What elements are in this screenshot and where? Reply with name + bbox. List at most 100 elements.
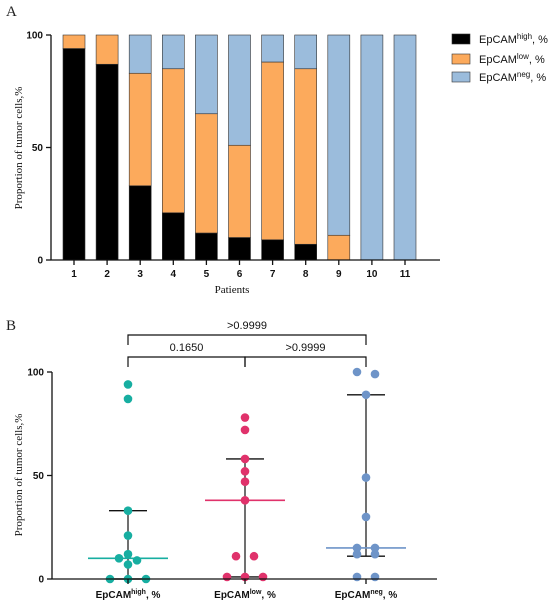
scatter-points [105,367,380,584]
data-point-neg [361,512,371,522]
data-point-neg [352,549,362,559]
comparison-bracket-0-2 [127,334,367,345]
panel-b-letter: B [6,318,16,334]
legend-item-high: EpCAMhigh, % [451,32,548,46]
bar-stack-group [62,34,417,261]
panel-a-letter: A [6,4,17,20]
bar-segment-low-patient-6 [228,144,251,238]
b-y-ticks: 0 50 100 [27,368,52,586]
bar-segment-neg-patient-6 [228,34,251,146]
legend-swatch-high [451,33,471,45]
a-x-tick-label: 10 [366,269,378,280]
bar-segment-neg-patient-7 [261,34,284,63]
comparison-bracket-1-2 [244,356,367,367]
a-x-tick-label: 7 [270,269,276,280]
a-x-tick-label: 6 [237,269,243,280]
data-point-low [258,572,268,582]
data-point-neg [370,549,380,559]
comparison-p-value-0-2: >0.9999 [227,320,267,332]
bar-segment-high-patient-1 [62,48,86,261]
b-x-tick-label-high: EpCAMhigh, % [96,589,161,601]
data-point-neg [361,390,371,400]
bar-segment-neg-patient-10 [360,34,384,261]
bar-segment-low-patient-9 [327,234,351,261]
bar-segment-high-patient-7 [261,239,284,261]
a-x-tick-label: 5 [204,269,210,280]
b-y-tick-label: 50 [33,471,45,482]
comparison-bracket-0-1 [127,356,246,367]
data-point-high [123,380,133,389]
bar-segment-neg-patient-11 [393,34,417,261]
legend-item-neg: EpCAMneg, % [451,70,546,84]
data-point-high [123,394,133,404]
legend: EpCAMhigh, % EpCAMlow, % EpCAMneg, % [451,32,548,84]
bar-segment-low-patient-8 [294,68,318,245]
bar-segment-low-patient-4 [162,68,185,214]
a-x-tick-label: 2 [104,269,110,280]
bar-segment-high-patient-2 [95,63,119,261]
significance-brackets: 0.1650 >0.9999 >0.9999 [127,320,367,367]
a-y-ticks: 0 50 100 [26,31,51,267]
a-x-ticks: 1 2 3 4 5 6 7 8 9 10 11 [71,260,411,280]
bar-segment-neg-patient-9 [327,34,351,236]
a-x-tick-label: 1 [71,269,77,280]
data-point-high [123,531,133,540]
comparison-p-value-0-1: 0.1650 [170,342,204,354]
a-y-tick-label: 50 [32,143,44,154]
data-point-low [222,572,232,582]
bar-segment-neg-patient-8 [294,34,318,70]
legend-swatch-neg [451,71,471,83]
a-y-axis-label: Proportion of tumor cells,% [13,87,25,210]
bar-segment-high-patient-5 [195,232,218,261]
data-point-low [240,425,250,435]
bar-segment-low-patient-3 [128,72,152,187]
bar-segment-low-patient-7 [261,61,284,241]
data-point-low [240,477,250,487]
bar-segment-neg-patient-3 [128,34,152,74]
data-point-neg [352,543,362,553]
data-point-low [249,551,259,561]
data-point-neg [352,572,362,582]
scatter-dot-plot: 0.1650 >0.9999 >0.9999 0 50 100 EpCAMhigh, %… [13,320,437,601]
a-x-tick-label: 4 [171,269,177,280]
legend-label-high: EpCAMhigh, % [479,32,548,46]
a-x-axis-label: Patients [215,284,250,296]
legend-item-low: EpCAMlow, % [451,52,545,66]
data-point-high [132,556,142,565]
data-point-low [231,551,241,561]
bar-segment-low-patient-5 [195,113,218,234]
bar-segment-high-patient-4 [162,212,185,261]
b-y-tick-label: 100 [27,368,44,379]
bar-segment-neg-patient-5 [195,34,218,115]
a-y-tick-label: 100 [26,31,43,42]
data-point-low [240,467,250,476]
bar-segment-high-patient-6 [228,237,251,261]
data-point-low [240,454,250,464]
bar-segment-neg-patient-4 [162,34,185,70]
bar-segment-high-patient-3 [128,185,152,261]
data-point-neg [361,473,371,482]
b-y-axis-label: Proportion of tumor cells,% [13,414,25,537]
data-point-high [123,506,133,515]
data-point-high [123,560,133,569]
data-point-low [240,496,250,505]
data-point-neg [352,367,362,377]
b-x-tick-label-low: EpCAMlow, % [214,589,276,601]
data-point-neg [370,369,380,379]
a-x-tick-label: 3 [137,269,143,280]
stacked-bar-chart: 0 50 100 1 2 3 4 5 6 7 8 9 10 11 Patients Proportion… [13,31,440,296]
b-x-tick-label-neg: EpCAMneg, % [335,589,398,601]
data-point-high [114,554,124,563]
comparison-p-value-1-2: >0.9999 [285,342,325,354]
b-x-ticks: EpCAMhigh, % EpCAMlow, % EpCAMneg, % [96,579,398,601]
legend-label-neg: EpCAMneg, % [479,70,546,84]
data-point-low [240,413,250,422]
a-x-tick-label: 8 [303,269,309,280]
legend-swatch-low [451,53,471,65]
data-point-neg [370,543,380,553]
bar-segment-high-patient-8 [294,243,318,261]
data-point-neg [370,572,380,582]
legend-label-low: EpCAMlow, % [479,52,545,66]
a-y-tick-label: 0 [37,256,43,267]
